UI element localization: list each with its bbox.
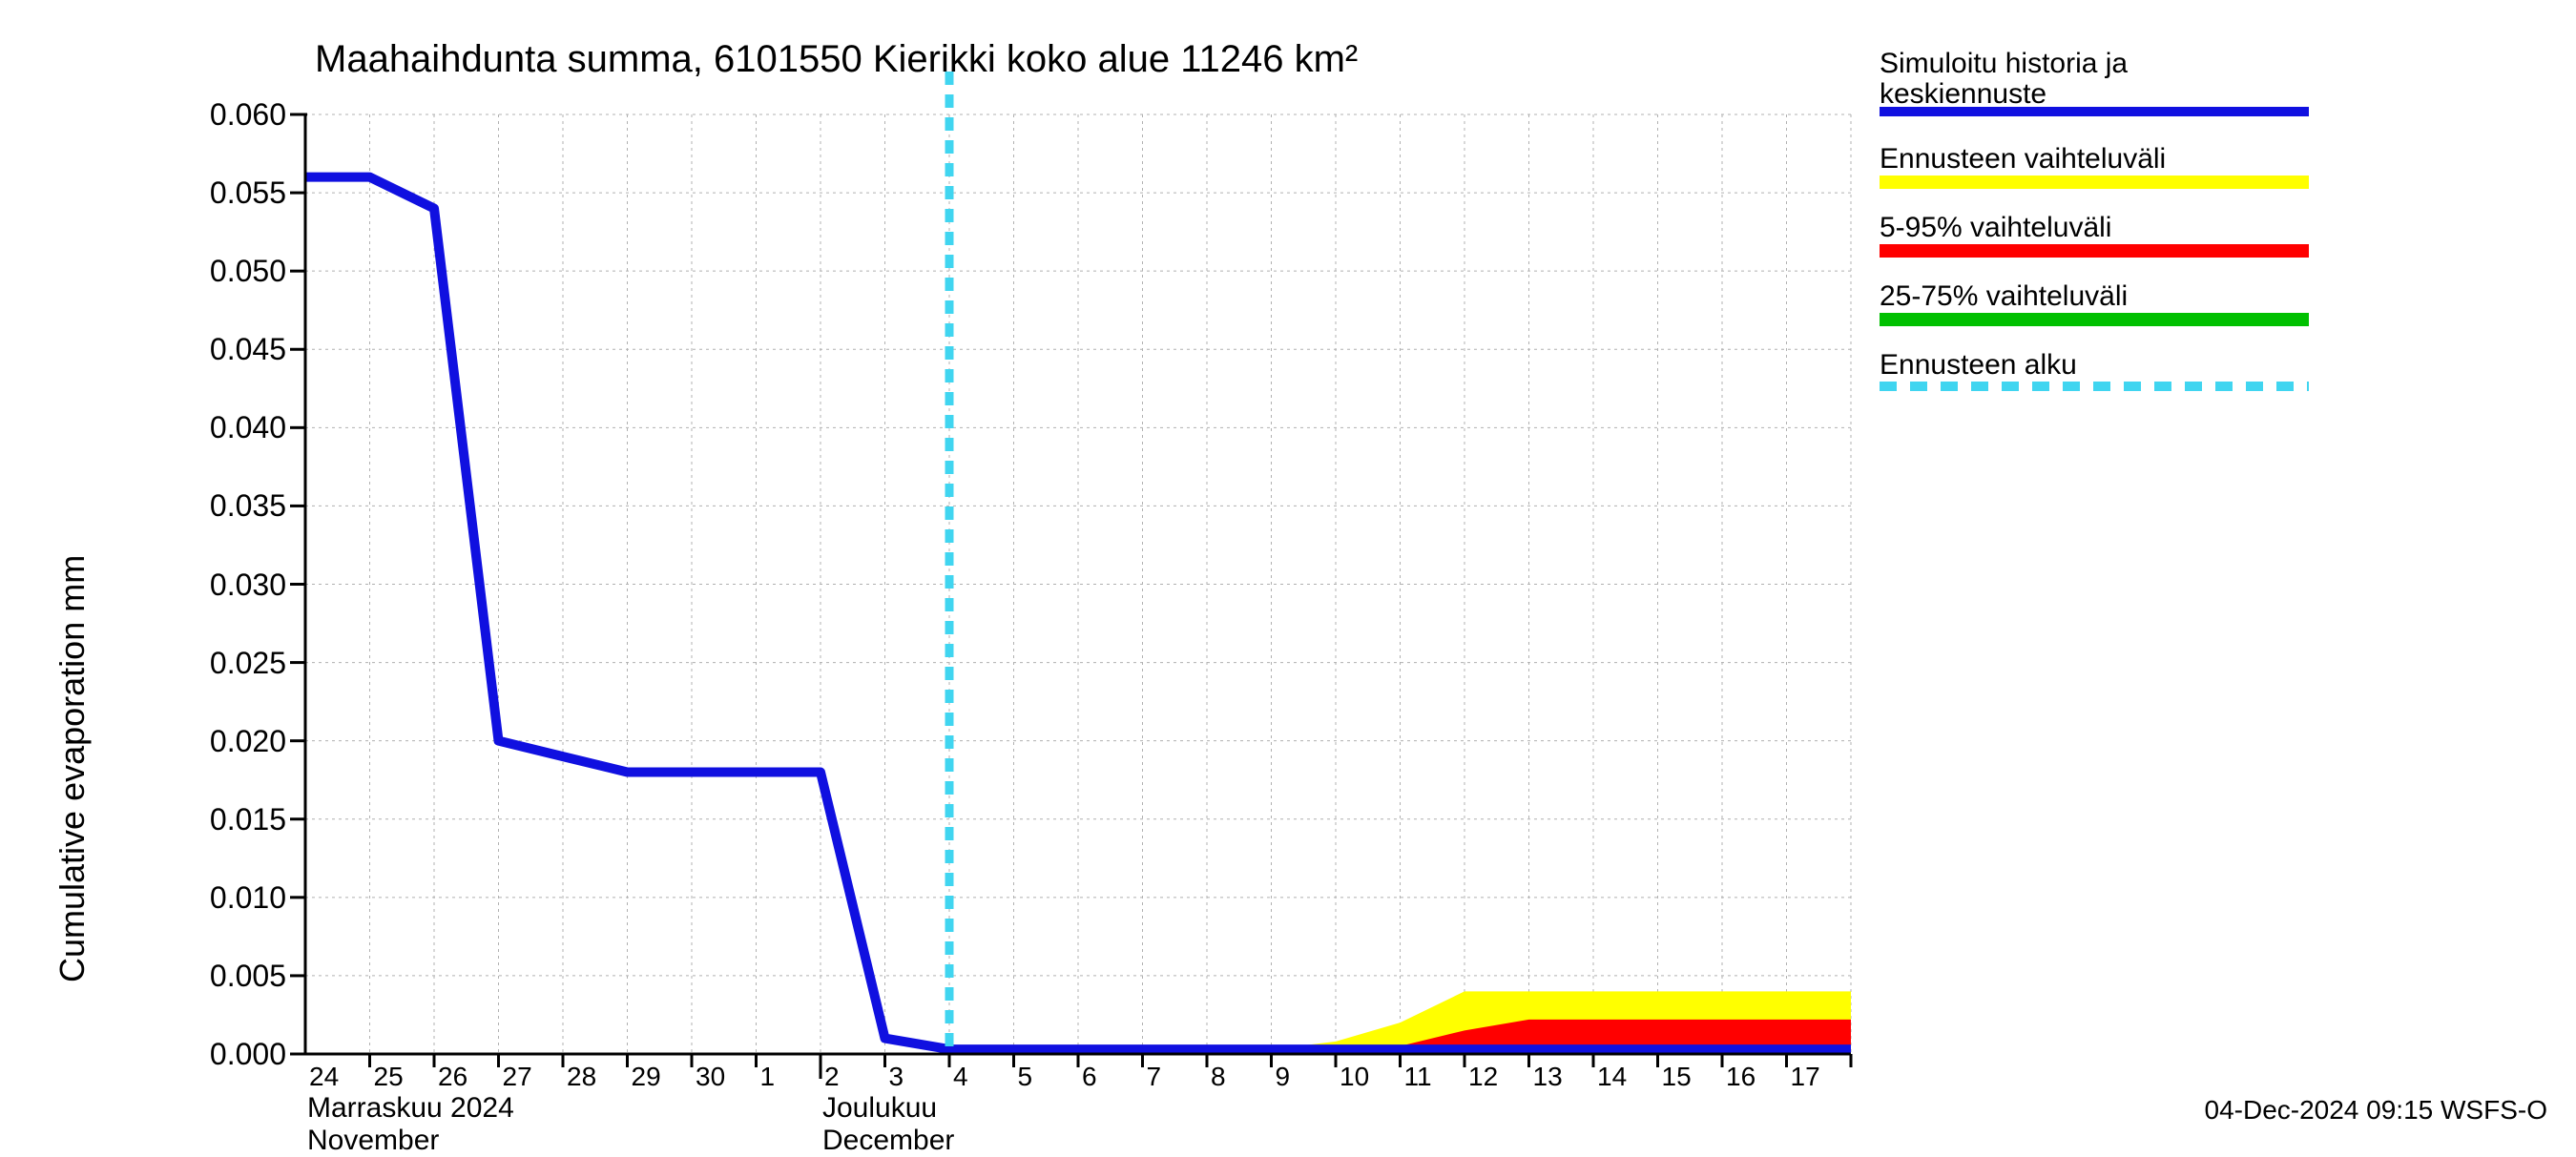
ytick-label: 0.025 — [172, 646, 286, 681]
ytick-label: 0.030 — [172, 568, 286, 603]
ytick-label: 0.015 — [172, 802, 286, 837]
legend-label: 25-75% vaihteluväli — [1880, 280, 2128, 313]
month-label: Marraskuu 2024 — [307, 1092, 514, 1125]
xtick-label: 5 — [1018, 1062, 1033, 1092]
xtick-label: 10 — [1340, 1062, 1369, 1092]
ytick-label: 0.055 — [172, 176, 286, 211]
ytick-label: 0.000 — [172, 1037, 286, 1072]
month-label: December — [822, 1125, 954, 1157]
xtick-label: 13 — [1533, 1062, 1563, 1092]
legend-label: 5-95% vaihteluväli — [1880, 212, 2111, 244]
xtick-label: 3 — [889, 1062, 904, 1092]
legend-swatch — [1880, 313, 2309, 326]
ytick-label: 0.060 — [172, 97, 286, 133]
ytick-label: 0.020 — [172, 724, 286, 759]
chart-figure: Maahaihdunta summa, 6101550 Kierikki kok… — [0, 0, 2576, 1145]
footer-timestamp: 04-Dec-2024 09:15 WSFS-O — [2205, 1095, 2548, 1126]
legend-label: Ennusteen alku — [1880, 349, 2077, 382]
xtick-label: 29 — [632, 1062, 661, 1092]
xtick-label: 16 — [1726, 1062, 1755, 1092]
xtick-label: 11 — [1404, 1062, 1432, 1092]
xtick-label: 27 — [503, 1062, 532, 1092]
ytick-label: 0.045 — [172, 332, 286, 367]
ytick-label: 0.050 — [172, 254, 286, 289]
xtick-label: 24 — [309, 1062, 339, 1092]
month-label: November — [307, 1125, 439, 1157]
xtick-label: 25 — [374, 1062, 404, 1092]
xtick-label: 26 — [438, 1062, 467, 1092]
legend-label: Ennusteen vaihteluväli — [1880, 143, 2166, 176]
ytick-label: 0.010 — [172, 880, 286, 916]
legend-swatch — [1880, 382, 2309, 391]
xtick-label: 15 — [1662, 1062, 1692, 1092]
xtick-label: 9 — [1276, 1062, 1291, 1092]
legend-swatch — [1880, 176, 2309, 189]
legend-label: Simuloitu historia ja — [1880, 48, 2128, 80]
month-label: Joulukuu — [822, 1092, 937, 1125]
legend-label: keskiennuste — [1880, 78, 2046, 111]
xtick-label: 7 — [1147, 1062, 1162, 1092]
xtick-label: 30 — [696, 1062, 725, 1092]
xtick-label: 14 — [1597, 1062, 1627, 1092]
xtick-label: 2 — [824, 1062, 840, 1092]
xtick-label: 1 — [760, 1062, 776, 1092]
xtick-label: 28 — [567, 1062, 596, 1092]
xtick-label: 4 — [953, 1062, 968, 1092]
xtick-label: 8 — [1211, 1062, 1226, 1092]
xtick-label: 12 — [1468, 1062, 1498, 1092]
ytick-label: 0.005 — [172, 959, 286, 994]
plot-area — [0, 0, 2576, 1145]
legend-swatch — [1880, 107, 2309, 116]
legend-swatch — [1880, 244, 2309, 258]
xtick-label: 17 — [1791, 1062, 1820, 1092]
xtick-label: 6 — [1082, 1062, 1097, 1092]
ytick-label: 0.040 — [172, 410, 286, 445]
ytick-label: 0.035 — [172, 488, 286, 524]
